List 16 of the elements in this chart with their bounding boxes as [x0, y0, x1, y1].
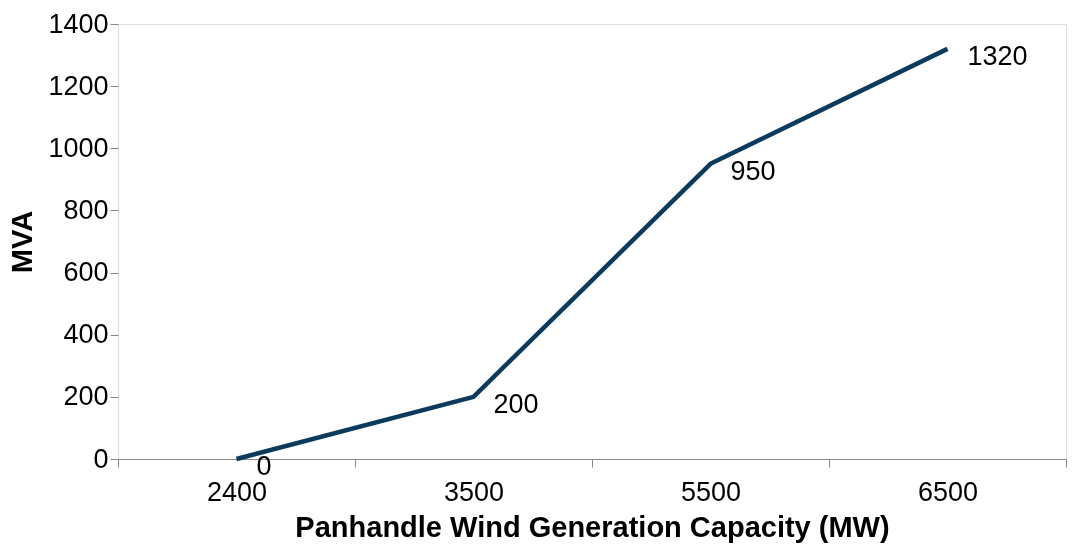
x-tick-label: 3500: [443, 476, 505, 507]
x-axis-title: Panhandle Wind Generation Capacity (MW): [295, 510, 890, 543]
x-tick-label: 6500: [917, 476, 979, 507]
y-tick-label: 200: [63, 381, 109, 412]
y-tick-label: 1000: [48, 132, 109, 163]
y-tick-label: 800: [63, 194, 109, 225]
y-axis-title: MVA: [6, 210, 39, 274]
y-tick-label: 1200: [48, 70, 109, 101]
y-tick-label: 0: [93, 443, 109, 474]
y-tick-label: 400: [63, 319, 109, 350]
data-label: 200: [493, 388, 539, 419]
data-label: 950: [730, 155, 776, 186]
data-label: 1320: [967, 40, 1028, 71]
y-tick-label: 600: [63, 257, 109, 288]
y-tick-label: 1400: [48, 8, 109, 39]
x-tick-label: 5500: [680, 476, 742, 507]
